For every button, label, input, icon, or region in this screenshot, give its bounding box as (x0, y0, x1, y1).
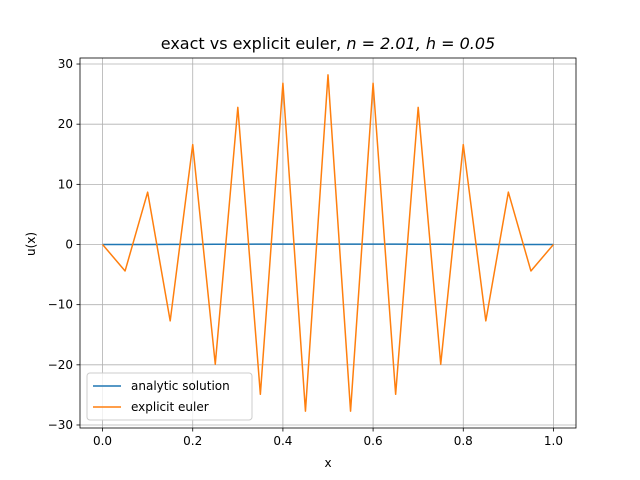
x-tick-label: 0.8 (454, 434, 473, 448)
y-tick-label: 0 (65, 238, 73, 252)
legend: analytic solution explicit euler (86, 372, 253, 421)
y-tick-label: 10 (58, 177, 73, 191)
axis-ticks: 0.0 0.2 0.4 0.6 0.8 1.0 −30 −20 −10 0 10 20 30 (48, 57, 563, 448)
plot-series (101, 74, 555, 412)
y-tick-label: −20 (48, 358, 73, 372)
plot-frame (79, 57, 577, 429)
y-tick-label: −10 (48, 298, 73, 312)
x-tick-label: 0.6 (364, 434, 383, 448)
y-tick-label: 30 (58, 57, 73, 71)
legend-label-analytic: analytic solution (131, 379, 230, 393)
chart-title-text: exact vs explicit euler, (161, 34, 347, 53)
chart-title-math: n = 2.01, h = 0.05 (346, 34, 495, 53)
y-tick-label: 20 (58, 117, 73, 131)
x-tick-label: 0.2 (183, 434, 202, 448)
x-axis-label: x (324, 456, 331, 470)
x-tick-label: 0.0 (93, 434, 112, 448)
series-line-explicit-euler (101, 74, 555, 412)
y-axis-label: u(x) (24, 232, 38, 256)
chart-title: exact vs explicit euler, n = 2.01, h = 0… (161, 34, 495, 53)
legend-box (86, 372, 253, 421)
y-tick-label: −30 (48, 418, 73, 432)
x-tick-label: 0.4 (273, 434, 292, 448)
legend-label-euler: explicit euler (131, 400, 209, 414)
x-tick-label: 1.0 (544, 434, 563, 448)
